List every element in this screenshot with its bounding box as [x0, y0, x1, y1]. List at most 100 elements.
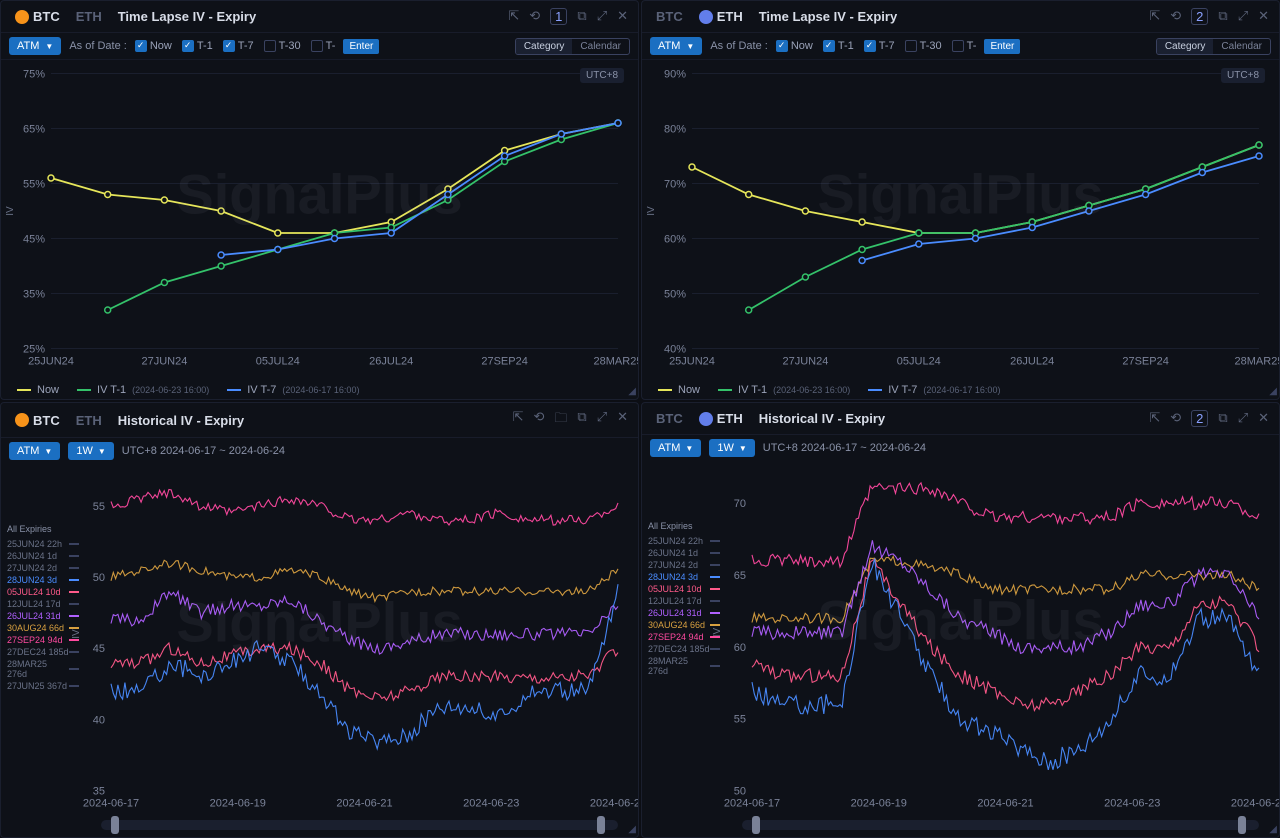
- toggle-category[interactable]: Category: [516, 39, 573, 54]
- expand-icon[interactable]: ⤢: [597, 409, 607, 431]
- resize-grip[interactable]: ◢: [1269, 824, 1277, 835]
- period-dropdown[interactable]: 1W: [68, 442, 113, 460]
- expiry-row[interactable]: 27SEP24 94d: [7, 634, 79, 646]
- expiry-row[interactable]: 27DEC24 185d: [7, 646, 79, 658]
- legend-item[interactable]: IV T-1(2024-06-23 16:00): [77, 384, 209, 396]
- resize-grip[interactable]: ◢: [628, 824, 636, 835]
- expiry-row[interactable]: 27JUN25 367d: [7, 680, 79, 692]
- expiry-row[interactable]: 27SEP24 94d: [648, 631, 720, 643]
- legend-item[interactable]: Now: [658, 384, 700, 396]
- atm-dropdown[interactable]: ATM: [650, 439, 701, 457]
- copy-icon[interactable]: ⧉: [1218, 410, 1227, 427]
- close-icon[interactable]: ✕: [1258, 410, 1269, 427]
- legend-item[interactable]: IV T-7(2024-06-17 16:00): [227, 384, 359, 396]
- atm-dropdown[interactable]: ATM: [650, 37, 702, 55]
- popout-icon[interactable]: ⇱: [508, 8, 519, 25]
- expiry-row[interactable]: 27JUN24 2d: [648, 559, 720, 571]
- legend-item[interactable]: Now: [17, 384, 59, 396]
- expiry-row[interactable]: 28JUN24 3d: [648, 571, 720, 583]
- coin-tab-eth[interactable]: ETH: [695, 409, 747, 428]
- popout-icon[interactable]: ⇱: [513, 409, 524, 431]
- toggle-calendar[interactable]: Calendar: [572, 39, 629, 54]
- resize-grip[interactable]: ◢: [1269, 386, 1277, 397]
- checkbox-t-30[interactable]: T-30: [905, 40, 942, 52]
- close-icon[interactable]: ✕: [1258, 8, 1269, 25]
- refresh-icon[interactable]: ⟲: [533, 409, 544, 431]
- checkbox-t-1[interactable]: T-1: [823, 40, 854, 52]
- expiry-row[interactable]: 26JUN24 1d: [648, 547, 720, 559]
- legend-item[interactable]: IV T-7(2024-06-17 16:00): [868, 384, 1000, 396]
- refresh-icon[interactable]: ⟲: [1170, 410, 1181, 427]
- svg-text:2024-06-19: 2024-06-19: [210, 798, 266, 810]
- expiry-row[interactable]: 12JUL24 17d: [7, 598, 79, 610]
- checkbox-t-[interactable]: T-: [952, 40, 977, 52]
- popout-icon[interactable]: ⇱: [1149, 410, 1160, 427]
- coin-tab-btc[interactable]: BTC: [652, 7, 687, 26]
- toggle-calendar[interactable]: Calendar: [1213, 39, 1270, 54]
- expiry-row[interactable]: 30AUG24 66d: [648, 619, 720, 631]
- copy-icon[interactable]: ⧉: [577, 8, 586, 25]
- copy-icon[interactable]: ⧉: [577, 409, 586, 431]
- expiry-swatch: [69, 627, 79, 629]
- line-chart: 40%50%60%70%80%90%25JUN2427JUN2405JUL242…: [642, 60, 1279, 378]
- checkbox-now[interactable]: Now: [135, 40, 172, 52]
- expiry-row[interactable]: 26JUL24 31d: [7, 610, 79, 622]
- expiry-row[interactable]: 30AUG24 66d: [7, 622, 79, 634]
- enter-field[interactable]: Enter: [343, 39, 379, 54]
- coin-tab-btc[interactable]: BTC: [652, 409, 687, 428]
- svg-text:45%: 45%: [23, 234, 45, 246]
- toolbar: ATM As of Date : NowT-1T-7T-30T- Enter C…: [642, 33, 1279, 60]
- slider-handle-right[interactable]: [597, 816, 605, 834]
- expiry-row[interactable]: 25JUN24 22h: [648, 535, 720, 547]
- checkbox-t-30[interactable]: T-30: [264, 40, 301, 52]
- expiry-row[interactable]: 05JUL24 10d: [648, 583, 720, 595]
- folder-icon[interactable]: 🗀: [554, 409, 567, 431]
- expand-icon[interactable]: ⤢: [1238, 8, 1248, 25]
- period-dropdown[interactable]: 1W: [709, 439, 754, 457]
- checkbox-t-[interactable]: T-: [311, 40, 336, 52]
- slider-handle-right[interactable]: [1238, 816, 1246, 834]
- checkbox-box: [135, 40, 147, 52]
- expiry-row[interactable]: 12JUL24 17d: [648, 595, 720, 607]
- refresh-icon[interactable]: ⟲: [1170, 8, 1181, 25]
- checkbox-label: T-7: [879, 40, 895, 52]
- coin-tab-eth[interactable]: ETH: [695, 7, 747, 26]
- popout-icon[interactable]: ⇱: [1149, 8, 1160, 25]
- time-slider[interactable]: [742, 820, 1259, 830]
- checkbox-now[interactable]: Now: [776, 40, 813, 52]
- copy-icon[interactable]: ⧉: [1218, 8, 1227, 25]
- expiry-row[interactable]: 25JUN24 22h: [7, 538, 79, 550]
- checkbox-t-7[interactable]: T-7: [864, 40, 895, 52]
- enter-field[interactable]: Enter: [984, 39, 1020, 54]
- checkbox-t-7[interactable]: T-7: [223, 40, 254, 52]
- resize-grip[interactable]: ◢: [628, 386, 636, 397]
- slider-handle-left[interactable]: [111, 816, 119, 834]
- expand-icon[interactable]: ⤢: [1238, 410, 1248, 427]
- legend-item[interactable]: IV T-1(2024-06-23 16:00): [718, 384, 850, 396]
- slider-handle-left[interactable]: [752, 816, 760, 834]
- close-icon[interactable]: ✕: [617, 409, 628, 431]
- expiry-row[interactable]: 26JUL24 31d: [648, 607, 720, 619]
- checkbox-t-1[interactable]: T-1: [182, 40, 213, 52]
- coin-tab-eth[interactable]: ETH: [72, 7, 106, 26]
- expiry-row[interactable]: 27DEC24 185d: [648, 643, 720, 655]
- atm-dropdown[interactable]: ATM: [9, 442, 60, 460]
- coin-tab-btc[interactable]: BTC: [11, 7, 64, 26]
- expiry-row[interactable]: 28JUN24 3d: [7, 574, 79, 586]
- toggle-category[interactable]: Category: [1157, 39, 1214, 54]
- expand-icon[interactable]: ⤢: [597, 8, 607, 25]
- coin-tab-eth[interactable]: ETH: [72, 411, 106, 430]
- close-icon[interactable]: ✕: [617, 8, 628, 25]
- expiry-label: 28JUN24 3d: [7, 575, 57, 585]
- expiry-row[interactable]: 05JUL24 10d: [7, 586, 79, 598]
- atm-dropdown[interactable]: ATM: [9, 37, 61, 55]
- expiry-row[interactable]: 28MAR25 276d: [7, 658, 79, 680]
- panel-index-badge: 1: [550, 8, 567, 25]
- expiry-row[interactable]: 26JUN24 1d: [7, 550, 79, 562]
- coin-tab-btc[interactable]: BTC: [11, 411, 64, 430]
- expiry-swatch: [69, 615, 79, 617]
- expiry-row[interactable]: 28MAR25 276d: [648, 655, 720, 677]
- refresh-icon[interactable]: ⟲: [529, 8, 540, 25]
- time-slider[interactable]: [101, 820, 618, 830]
- expiry-row[interactable]: 27JUN24 2d: [7, 562, 79, 574]
